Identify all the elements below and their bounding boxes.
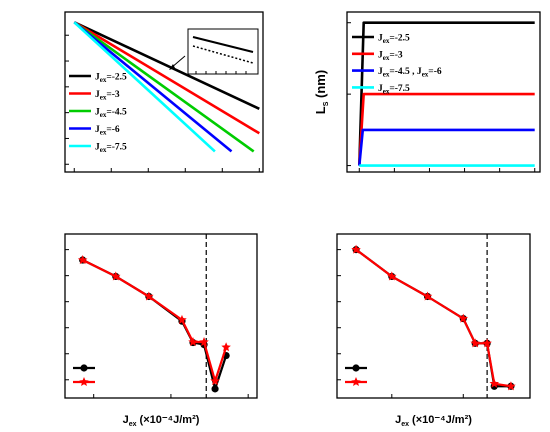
data-point-star (144, 291, 154, 301)
legend-suffix: =-7.5 (106, 143, 127, 153)
x-axis-label: Jex (×10⁻⁴J/m²) (395, 414, 472, 428)
legend-suffix: =-4.5 , J (389, 67, 422, 77)
legend-suffix: =-3 (106, 90, 120, 100)
legend-sub: ex (383, 87, 390, 95)
y-label-rest: (nm) (313, 70, 328, 102)
legend-marker-circle (352, 364, 360, 372)
inset-arrowhead (169, 64, 175, 70)
legend-prefix: J (95, 125, 100, 135)
legend-marker-star (79, 377, 89, 387)
inset-frame (187, 28, 259, 75)
legend-suffix: =-3 (389, 50, 403, 60)
legend-sub: ex (100, 111, 107, 119)
legend-sub: ex (100, 94, 107, 102)
legend-sub: ex (383, 71, 390, 79)
legend-entry: Jex=-6 (95, 125, 120, 137)
x-label-unit: (×10⁻⁴J/m²) (409, 414, 472, 426)
series-line-1 (82, 259, 228, 383)
legend-marker-circle (80, 364, 88, 372)
legend-entry: Jex=-7.5 (95, 143, 127, 155)
data-point-star (482, 338, 492, 348)
legend-sub: ex (383, 54, 390, 62)
data-point-star (470, 338, 480, 348)
y-axis-label: LS (nm) (313, 70, 330, 114)
x-label-sub: ex (401, 421, 409, 428)
legend-sub: ex (422, 71, 429, 79)
series-line-1 (73, 21, 260, 135)
data-point-star (177, 314, 187, 324)
data-point-star (111, 271, 121, 281)
data-point-star (489, 378, 500, 388)
plot-frame (346, 11, 541, 173)
panel-c: Jex (×10⁻⁴J/m²) (64, 233, 258, 428)
legend-entry: Jex=-7.5 (378, 84, 410, 96)
legend-sub: ex (383, 37, 390, 45)
legend-entry: Jex=-3 (95, 90, 120, 102)
legend-suffix: =-7.5 (389, 84, 410, 94)
data-point-star (221, 342, 231, 352)
legend-suffix: =-2.5 (389, 34, 410, 44)
legend-prefix: J (95, 90, 100, 100)
legend-prefix: J (95, 73, 100, 83)
legend-entry: Jex=-4.5 , Jex=-6 (378, 67, 442, 79)
legend-sub: ex (100, 76, 107, 84)
y-label-main: L (313, 106, 328, 114)
legend-entry: Jex=-2.5 (95, 73, 127, 85)
series-line-4 (73, 21, 216, 153)
data-point-star (387, 271, 397, 281)
x-axis-label: Jex (×10⁻⁴J/m²) (123, 414, 200, 428)
data-point-star (188, 337, 198, 347)
x-label-sub: ex (129, 421, 137, 428)
y-label-sub: S (323, 101, 330, 106)
data-point-circle (211, 385, 219, 393)
data-point-star (458, 313, 469, 323)
legend-entry: Jex=-2.5 (378, 34, 410, 46)
data-point-star (506, 381, 516, 391)
legend-entry: Jex=-4.5 (95, 108, 127, 120)
series-line-2 (358, 128, 535, 166)
legend-prefix: J (378, 84, 383, 94)
legend-marker-star (351, 377, 361, 387)
series-line-3 (73, 21, 233, 153)
series-line-1 (355, 248, 512, 388)
plot-frame (336, 233, 531, 399)
legend-prefix: J (378, 50, 383, 60)
data-point-star (351, 244, 361, 254)
data-point-star (422, 291, 433, 301)
series-line-0 (358, 21, 535, 166)
plot-frame (64, 11, 264, 173)
inset-solid-line (192, 36, 254, 53)
data-point-star (77, 255, 88, 265)
legend-suffix: =-6 (106, 125, 120, 135)
legend-suffix: =-4.5 (106, 108, 127, 118)
series-line-0 (82, 259, 228, 390)
x-label-unit: (×10⁻⁴J/m²) (137, 414, 200, 426)
data-point-star (199, 337, 209, 347)
x-label-main: J (395, 414, 401, 426)
legend-prefix: J (95, 143, 100, 153)
legend-entry: Jex=-3 (378, 50, 403, 62)
legend-prefix: J (378, 34, 383, 44)
data-point-star (210, 376, 220, 386)
legend-prefix: J (95, 108, 100, 118)
inset-zoom (169, 28, 259, 75)
plot-frame (64, 233, 258, 399)
legend-sub: ex (100, 146, 107, 154)
legend-suffix: =-2.5 (106, 73, 127, 83)
series-line-2 (73, 21, 255, 153)
legend-suffix: =-6 (428, 67, 442, 77)
legend-sub: ex (100, 129, 107, 137)
panel-d: Jex (×10⁻⁴J/m²) (336, 233, 531, 428)
series-line-0 (73, 21, 260, 110)
x-label-main: J (123, 414, 129, 426)
legend-prefix: J (378, 67, 383, 77)
